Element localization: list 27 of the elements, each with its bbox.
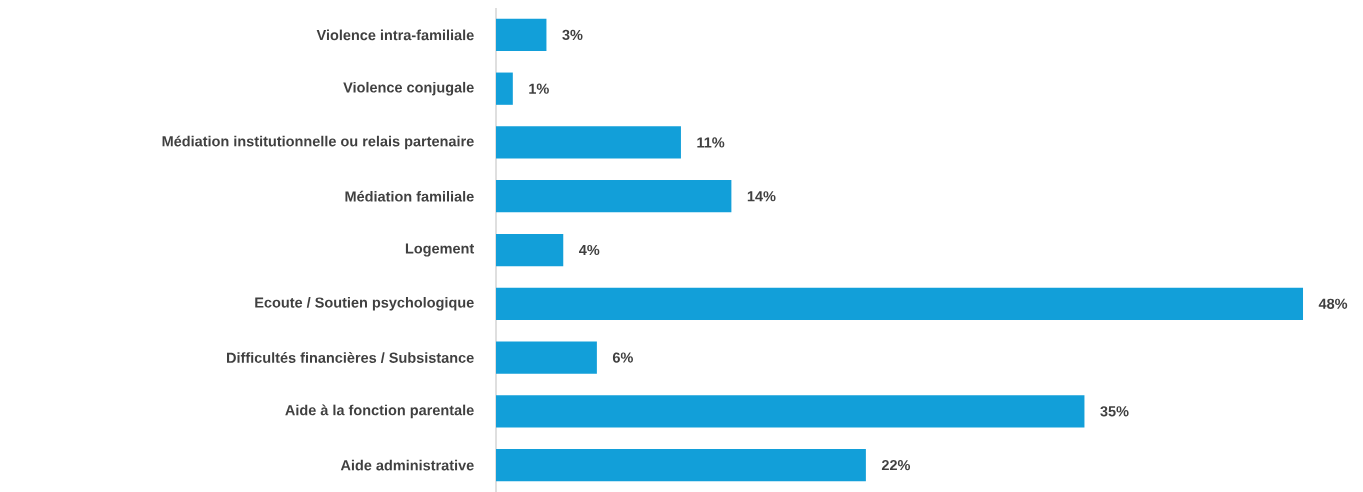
- y-tick-label: Difficultés financières / Subsistance: [227, 351, 474, 363]
- bar: [496, 233, 564, 266]
- bar: [496, 287, 1304, 320]
- bar: [496, 394, 1085, 428]
- bar: [496, 126, 681, 159]
- y-tick-label: Médiation institutionnelle ou relais partenaire: [162, 135, 474, 150]
- y-tick-label: Médiation familiale: [345, 190, 474, 202]
- data-label: 48%: [1318, 298, 1348, 309]
- data-label: 22%: [881, 459, 911, 470]
- data-label: 11%: [697, 137, 725, 148]
- y-tick-label: Aide à la fonction parentale: [285, 404, 474, 418]
- bar: [496, 18, 547, 51]
- bar: [496, 179, 732, 213]
- y-tick-label: Violence conjugale: [343, 81, 474, 96]
- data-label: 35%: [1100, 405, 1129, 417]
- data-label: 3%: [562, 29, 583, 40]
- data-label: 1%: [529, 83, 549, 94]
- data-label: 4%: [578, 244, 600, 255]
- data-label: 14%: [747, 190, 776, 202]
- y-tick-label: Ecoute / Soutien psychologique: [255, 296, 474, 311]
- data-label: 6%: [612, 352, 633, 363]
- y-tick-label: Logement: [405, 243, 475, 257]
- y-tick-label: Violence intra-familiale: [316, 29, 474, 40]
- bar: [496, 341, 597, 374]
- bar: [496, 448, 866, 481]
- bar: [496, 72, 513, 105]
- y-tick-label: Aide administrative: [340, 459, 474, 471]
